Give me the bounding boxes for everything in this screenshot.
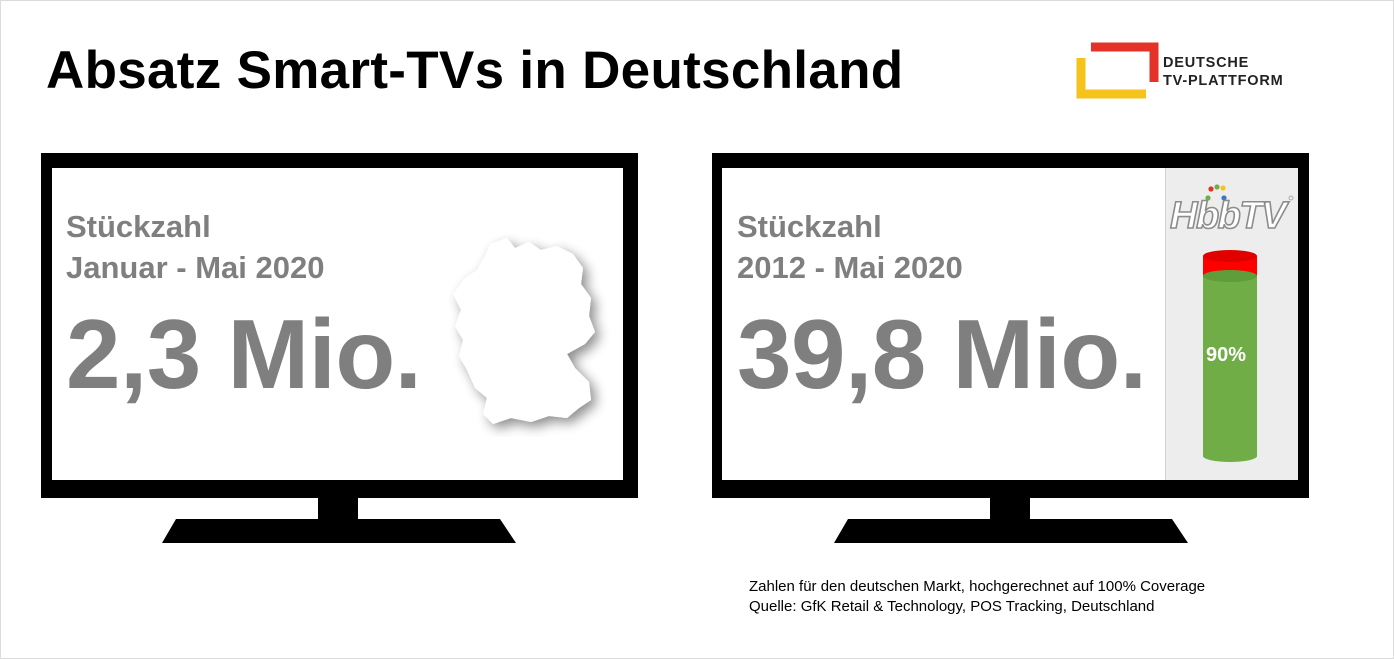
footnote: Zahlen für den deutschen Markt, hochgere… (749, 577, 1205, 617)
cylinder-split-edge (1203, 270, 1257, 282)
hbbtv-logo: HbbTV (1168, 184, 1294, 237)
tv-right-stand (834, 519, 1188, 543)
tv-right-label: Stückzahl 2012 - Mai 2020 (737, 206, 963, 288)
tv-left-neck (318, 497, 358, 521)
logo-text-line1: DEUTSCHE (1163, 55, 1250, 71)
footnote-line2: Quelle: GfK Retail & Technology, POS Tra… (749, 598, 1155, 615)
tv-left-stand (162, 519, 516, 543)
footnote-line1: Zahlen für den deutschen Markt, hochgere… (749, 578, 1206, 595)
logo-text: DEUTSCHE TV-PLATTFORM (1163, 54, 1283, 90)
tv-right-value: 39,8 Mio. (737, 299, 1147, 409)
page-title: Absatz Smart-TVs in Deutschland (46, 41, 904, 100)
tv-left-value: 2,3 Mio. (66, 299, 422, 409)
tv-right-neck (990, 497, 1030, 521)
hbbtv-share-cylinder (1203, 250, 1257, 462)
tv-right-label-line2: 2012 - Mai 2020 (737, 250, 963, 285)
hbbtv-wordmark: HbbTV (1169, 195, 1287, 237)
cylinder-red-top (1203, 250, 1257, 262)
logo-text-line2: TV-PLATTFORM (1163, 73, 1284, 89)
germany-map-image (453, 238, 595, 424)
tv-left-label: Stückzahl Januar - Mai 2020 (66, 206, 324, 288)
tv-left-label-line1: Stückzahl (66, 209, 211, 244)
cylinder-green-body (1203, 276, 1257, 456)
tv-left-label-line2: Januar - Mai 2020 (66, 250, 325, 285)
hbbtv-share-label: 90% (1206, 344, 1247, 366)
tv-plattform-logo-icon (1076, 42, 1159, 99)
deutsche-tv-plattform-logo: DEUTSCHE TV-PLATTFORM (1076, 42, 1306, 100)
tv-right-label-line1: Stückzahl (737, 209, 882, 244)
cylinder-green-base (1203, 450, 1257, 462)
hbbtv-dots-icon (1205, 184, 1294, 201)
